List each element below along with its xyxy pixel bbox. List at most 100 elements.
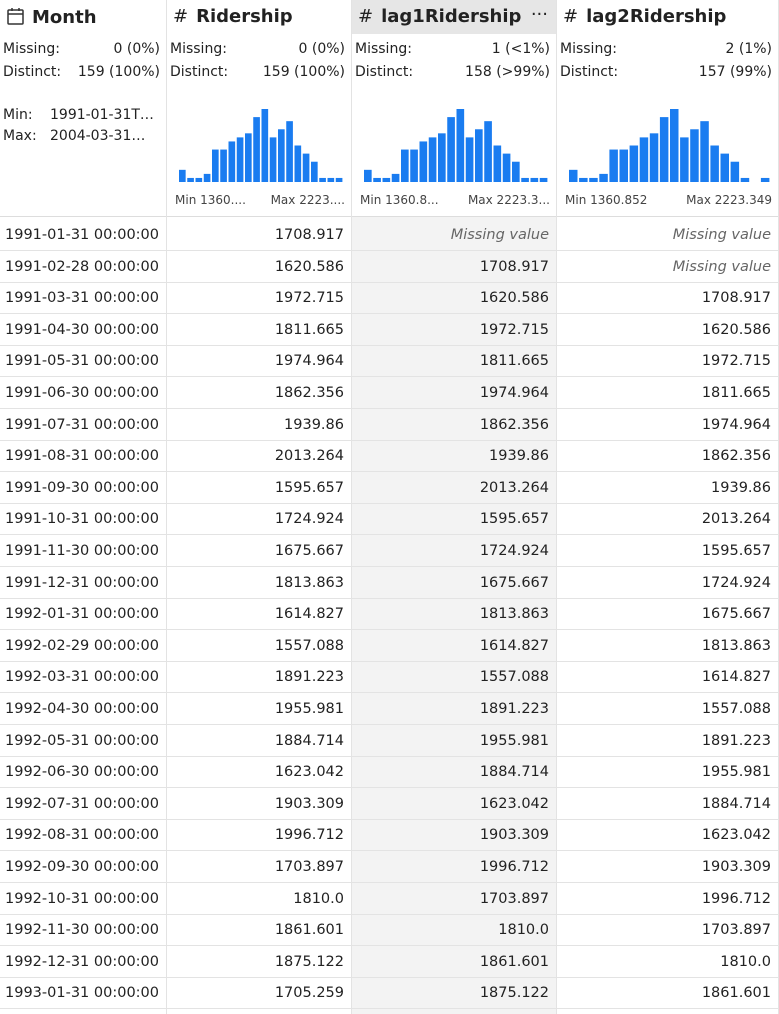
more-button[interactable]: ··· xyxy=(530,4,548,25)
cell[interactable]: 1875.122 xyxy=(352,978,556,1010)
cell[interactable]: 1991-05-31 00:00:00 xyxy=(0,346,166,378)
cell[interactable]: 1675.667 xyxy=(167,536,351,567)
cell[interactable]: 1903.309 xyxy=(557,852,778,883)
cell[interactable]: 1991-07-31 00:00:00 xyxy=(0,410,166,441)
cell[interactable]: 1972.715 xyxy=(557,346,778,378)
cell[interactable]: 1810.0 xyxy=(167,884,351,915)
cell[interactable]: 1991-03-31 00:00:00 xyxy=(0,283,166,315)
cell[interactable]: 2013.264 xyxy=(167,441,351,473)
cell[interactable]: 1595.657 xyxy=(167,473,351,504)
cell[interactable]: 1703.897 xyxy=(352,884,556,915)
cell[interactable]: 1996.712 xyxy=(352,852,556,883)
cell[interactable]: 1992-07-31 00:00:00 xyxy=(0,789,166,820)
cell[interactable]: 1557.088 xyxy=(352,662,556,694)
cell[interactable]: 1724.924 xyxy=(557,568,778,599)
cell[interactable]: 2013.264 xyxy=(352,473,556,504)
cell[interactable]: 1595.657 xyxy=(557,536,778,567)
cell[interactable]: 1862.356 xyxy=(167,378,351,409)
cell[interactable]: 1620.586 xyxy=(167,252,351,283)
cell[interactable]: 1813.863 xyxy=(557,631,778,662)
cell[interactable]: 1903.309 xyxy=(352,820,556,852)
cell[interactable]: 1891.223 xyxy=(557,726,778,757)
cell[interactable]: 1891.223 xyxy=(352,694,556,725)
cell[interactable]: 1708.917 xyxy=(352,252,556,283)
column[interactable]: Month Missing: 0 (0%) Distinct: 159 (100%) Mi… xyxy=(0,0,167,1014)
cell[interactable]: 1991-09-30 00:00:00 xyxy=(0,473,166,504)
cell[interactable]: 1992-08-31 00:00:00 xyxy=(0,820,166,852)
cell[interactable]: 1991-02-28 00:00:00 xyxy=(0,252,166,283)
cell[interactable]: 1708.917 xyxy=(167,220,351,251)
cell[interactable]: 1811.665 xyxy=(167,315,351,346)
cell[interactable]: 1991-12-31 00:00:00 xyxy=(0,568,166,599)
cell[interactable]: 1623.042 xyxy=(352,789,556,820)
cell[interactable]: 1862.356 xyxy=(557,441,778,473)
cell[interactable]: 1884.714 xyxy=(557,789,778,820)
cell[interactable]: 1992-10-31 00:00:00 xyxy=(0,884,166,915)
cell[interactable]: 1993-01-31 00:00:00 xyxy=(0,978,166,1010)
cell[interactable]: 1974.964 xyxy=(557,410,778,441)
cell[interactable]: 1810.0 xyxy=(352,915,556,947)
cell[interactable]: 1996.712 xyxy=(167,820,351,852)
cell[interactable]: 1724.924 xyxy=(167,504,351,536)
cell[interactable]: 1811.665 xyxy=(352,346,556,378)
cell[interactable]: 1992-12-31 00:00:00 xyxy=(0,947,166,978)
cell[interactable]: 1724.924 xyxy=(352,536,556,567)
cell[interactable]: 1974.964 xyxy=(352,378,556,409)
cell[interactable]: 1620.586 xyxy=(557,315,778,346)
cell[interactable]: Missing value xyxy=(352,220,556,251)
cell[interactable]: 1991-01-31 00:00:00 xyxy=(0,220,166,251)
cell[interactable]: 1861.601 xyxy=(167,915,351,947)
cell[interactable]: 1557.088 xyxy=(557,694,778,725)
cell[interactable]: 1614.827 xyxy=(557,662,778,694)
cell[interactable]: 1595.657 xyxy=(352,504,556,536)
cell[interactable]: 1992-11-30 00:00:00 xyxy=(0,915,166,947)
cell[interactable]: 1623.042 xyxy=(557,820,778,852)
cell[interactable]: 1708.917 xyxy=(557,283,778,315)
cell[interactable]: 1862.356 xyxy=(352,410,556,441)
column[interactable]: # lag2Ridership Missing: 2 (1%) Distinct: 157… xyxy=(557,0,779,1014)
cell[interactable]: 1903.309 xyxy=(167,789,351,820)
cell[interactable]: Missing value xyxy=(557,252,778,283)
cell[interactable]: 1861.601 xyxy=(352,947,556,978)
cell[interactable]: 1813.863 xyxy=(167,568,351,599)
cell[interactable]: 1891.223 xyxy=(167,662,351,694)
cell[interactable]: 1614.827 xyxy=(352,631,556,662)
cell[interactable]: 1705.259 xyxy=(167,978,351,1010)
cell[interactable]: 1861.601 xyxy=(557,978,778,1010)
cell[interactable]: 1703.897 xyxy=(167,852,351,883)
cell[interactable]: 1675.667 xyxy=(352,568,556,599)
cell[interactable]: 1991-06-30 00:00:00 xyxy=(0,378,166,409)
cell[interactable]: 1991-11-30 00:00:00 xyxy=(0,536,166,567)
cell[interactable]: 2013.264 xyxy=(557,504,778,536)
cell[interactable]: 1992-01-31 00:00:00 xyxy=(0,599,166,631)
cell[interactable]: 1557.088 xyxy=(167,631,351,662)
column[interactable]: # lag1Ridership ··· Missing: 1 (<1%) Distinct… xyxy=(352,0,557,1014)
cell[interactable]: 1623.042 xyxy=(167,757,351,789)
cell[interactable]: 1884.714 xyxy=(167,726,351,757)
cell[interactable]: 1991-08-31 00:00:00 xyxy=(0,441,166,473)
cell[interactable]: 1813.863 xyxy=(352,599,556,631)
cell[interactable]: 1875.122 xyxy=(167,947,351,978)
cell[interactable]: 1811.665 xyxy=(557,378,778,409)
cell[interactable]: 1955.981 xyxy=(557,757,778,789)
cell[interactable]: 1991-04-30 00:00:00 xyxy=(0,315,166,346)
cell[interactable]: 1675.667 xyxy=(557,599,778,631)
cell[interactable]: 1991-10-31 00:00:00 xyxy=(0,504,166,536)
cell[interactable]: 1939.86 xyxy=(557,473,778,504)
column[interactable]: # Ridership Missing: 0 (0%) Distinct: 159 (10… xyxy=(167,0,352,1014)
cell[interactable]: 1939.86 xyxy=(352,441,556,473)
cell[interactable]: 1614.827 xyxy=(167,599,351,631)
cell[interactable]: 1972.715 xyxy=(167,283,351,315)
cell[interactable]: 1992-04-30 00:00:00 xyxy=(0,694,166,725)
cell[interactable]: 1992-05-31 00:00:00 xyxy=(0,726,166,757)
cell[interactable]: 1996.712 xyxy=(557,884,778,915)
cell[interactable]: 1955.981 xyxy=(352,726,556,757)
cell[interactable]: 1884.714 xyxy=(352,757,556,789)
cell[interactable]: 1992-09-30 00:00:00 xyxy=(0,852,166,883)
cell[interactable]: 1703.897 xyxy=(557,915,778,947)
cell[interactable]: 1992-03-31 00:00:00 xyxy=(0,662,166,694)
cell[interactable]: 1992-06-30 00:00:00 xyxy=(0,757,166,789)
cell[interactable]: 1939.86 xyxy=(167,410,351,441)
cell[interactable]: 1992-02-29 00:00:00 xyxy=(0,631,166,662)
cell[interactable]: 1955.981 xyxy=(167,694,351,725)
